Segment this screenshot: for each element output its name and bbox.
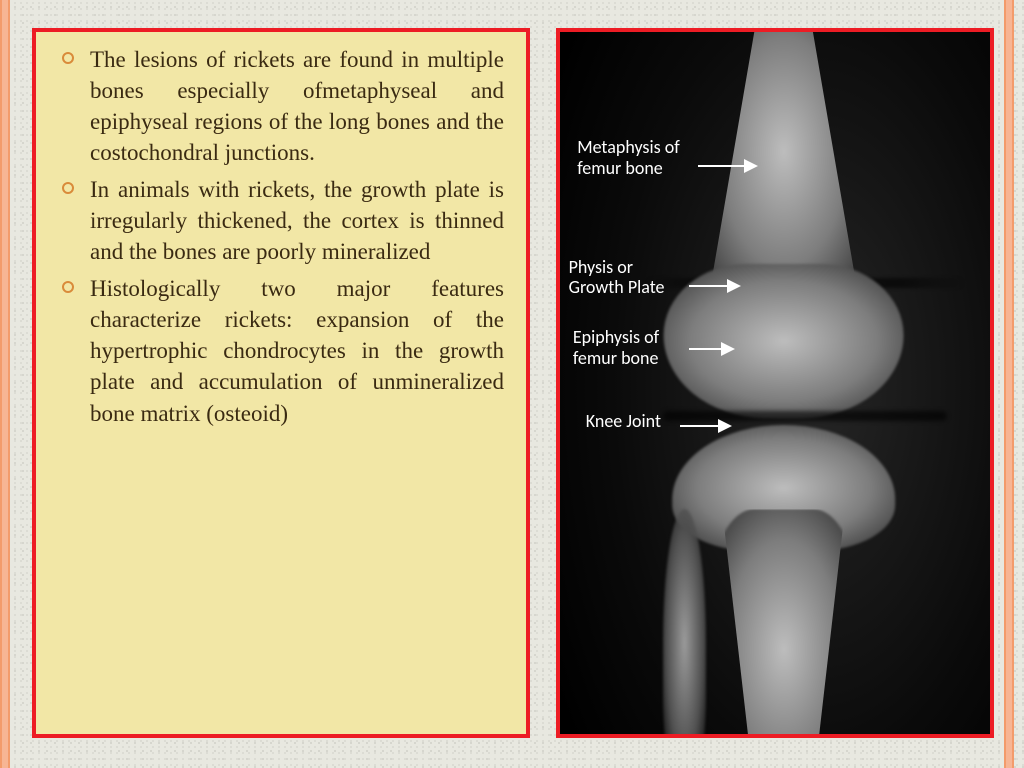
slide-content: The lesions of rickets are found in mult… xyxy=(32,28,994,738)
bullet-item: The lesions of rickets are found in mult… xyxy=(62,44,504,168)
label-physis: Physis or Growth Plate xyxy=(569,257,665,298)
arrow-icon xyxy=(689,285,739,287)
arrow-icon xyxy=(680,425,730,427)
bullet-item: Histologically two major features charac… xyxy=(62,273,504,428)
knee-joint-gap xyxy=(663,411,947,421)
decorative-stripe-right xyxy=(1004,0,1014,768)
xray-image-panel: Metaphysis of femur bone Physis or Growt… xyxy=(556,28,994,738)
label-knee: Knee Joint xyxy=(586,411,661,432)
label-metaphysis: Metaphysis of femur bone xyxy=(577,137,680,178)
bullet-item: In animals with rickets, the growth plat… xyxy=(62,174,504,267)
bullet-list: The lesions of rickets are found in mult… xyxy=(62,44,504,429)
arrow-icon xyxy=(689,348,733,350)
text-panel: The lesions of rickets are found in mult… xyxy=(32,28,530,738)
femur-epiphysis-shape xyxy=(663,264,904,418)
arrow-icon xyxy=(698,165,756,167)
xray-diagram: Metaphysis of femur bone Physis or Growt… xyxy=(560,32,990,734)
decorative-stripe-left xyxy=(0,0,10,768)
label-epiphysis: Epiphysis of femur bone xyxy=(573,327,659,368)
